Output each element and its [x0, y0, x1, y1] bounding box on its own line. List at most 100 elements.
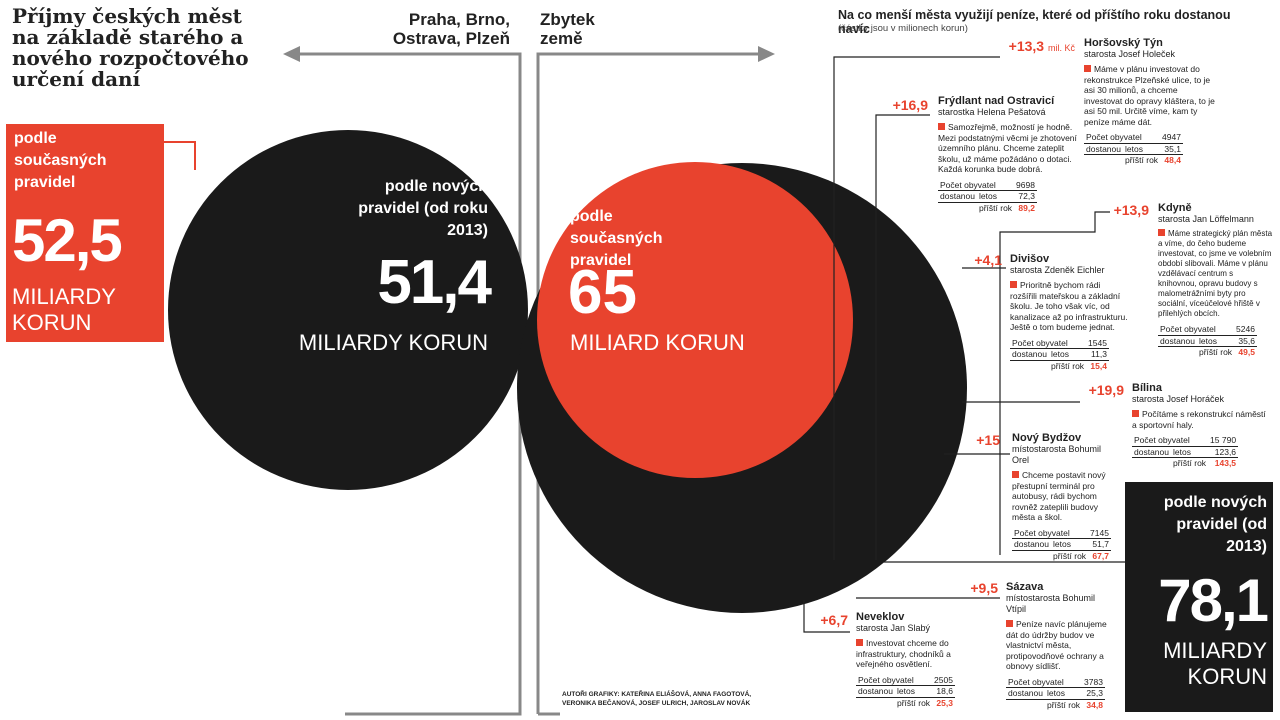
quote-text: Máme strategický plán města a víme, do č…: [1158, 229, 1273, 318]
town-quote: Počítáme s rekonstrukcí náměstí a sporto…: [1132, 409, 1270, 430]
big-cities-new-unit: MILIARDY KORUN: [298, 330, 488, 355]
population-label: Počet obyvatel: [1014, 527, 1070, 538]
this-year-label: letos: [1170, 445, 1209, 458]
towns-title: Na co menší města využijí peníze, které …: [838, 8, 1231, 36]
town-name: Frýdlant nad Ostravicí: [938, 95, 1055, 107]
town-name: Nový Bydžov: [1012, 432, 1082, 444]
this-year-value: 51,7: [1088, 538, 1111, 550]
population-label: Počet obyvatel: [1160, 324, 1216, 334]
next-year-label: příští rok: [1044, 698, 1083, 710]
town-name: Horšovský Týn: [1084, 37, 1163, 49]
town-stats: Počet obyvatel 3783 dostanou letos 25,3 pří…: [1006, 676, 1105, 710]
right-group-frame: [536, 52, 760, 714]
big-cities-new-label: podle nových pravidel (od roku 2013): [358, 178, 488, 239]
town-name: Sázava: [1006, 581, 1044, 593]
next-year-label: příští rok: [1170, 457, 1209, 469]
this-year-label: letos: [1122, 142, 1161, 155]
town-name: Neveklov: [856, 611, 905, 623]
delta-value: +13,3: [1008, 38, 1045, 54]
page-title: Příjmy českých měst na základě starého a…: [12, 4, 249, 91]
population-label: Počet obyvatel: [1086, 132, 1142, 142]
receive-label: dostanou: [1132, 445, 1171, 458]
town-role: místostarosta Bohumil Orel: [1012, 444, 1102, 465]
next-year-value: 89,2: [1014, 201, 1037, 213]
population-label: Počet obyvatel: [1012, 337, 1068, 348]
town-role: starosta Jan Slabý: [856, 623, 931, 633]
town-name: Bílina: [1132, 382, 1162, 394]
this-year-value: 35,6: [1234, 334, 1257, 347]
next-year-value: 15,4: [1086, 359, 1109, 371]
big-cities-new-circle: [168, 130, 528, 490]
quote-marker-icon: [1132, 410, 1139, 417]
receive-label: dostanou: [1010, 348, 1049, 360]
left-arrow-head: [283, 46, 300, 62]
town-stats: Počet obyvatel 5246 dostanou letos 35,6 pří…: [1158, 324, 1257, 358]
connector-frydlant: [875, 114, 930, 560]
big-cities-new-value: 51,4: [377, 248, 492, 317]
receive-label: dostanou: [1006, 687, 1045, 699]
town-role: starosta Zdeněk Eichler: [1010, 265, 1105, 275]
big-cities-current-box: podle současných pravidel 52,5 MILIARDY …: [6, 124, 164, 342]
quote-text: Chceme postavit nový přestupní terminál …: [1012, 470, 1106, 522]
rest-current-value: 65: [568, 258, 637, 327]
town-role: starosta Josef Holeček: [1084, 49, 1176, 59]
town-card-neveklov: Neveklov starosta Jan Slabý Investovat c…: [856, 612, 968, 708]
town-role: starosta Josef Horáček: [1132, 394, 1225, 404]
delta-unit: mil. Kč: [1048, 43, 1075, 53]
connector-neveklov: [803, 600, 850, 633]
this-year-label: letos: [1050, 538, 1089, 550]
next-year-value: 49,5: [1234, 346, 1257, 358]
this-year-value: 123,6: [1208, 445, 1239, 458]
delta-horsovsky-tyn: +13,3 mil. Kč: [985, 38, 1075, 54]
receive-label: dostanou: [1084, 142, 1123, 155]
delta-novy-bydzov: +15: [976, 432, 1000, 448]
this-year-value: 35,1: [1160, 142, 1183, 155]
towns-note: (částky jsou v milionech korun): [838, 23, 968, 34]
town-card-divisov: Divišov starosta Zdeněk Eichler Prioritn…: [1010, 254, 1128, 371]
quote-marker-icon: [1006, 620, 1013, 627]
population-value: 4947: [1162, 132, 1181, 142]
rest-new-label: podle nových pravidel (od 2013): [1163, 494, 1267, 555]
big-cities-current-connector: [160, 141, 196, 170]
population-label: Počet obyvatel: [858, 674, 914, 685]
town-quote: Chceme postavit nový přestupní terminál …: [1012, 470, 1116, 523]
this-year-label: letos: [976, 190, 1015, 202]
town-quote: Samozřejmě, možností je hodně. Mezi pods…: [938, 122, 1078, 175]
next-year-value: 25,3: [932, 696, 955, 708]
right-arrow-head: [758, 46, 775, 62]
receive-label: dostanou: [938, 190, 977, 202]
town-card-bilina: Bílina starosta Josef Horáček Počítáme s…: [1132, 383, 1270, 469]
population-value: 3783: [1084, 676, 1103, 687]
next-year-value: 34,8: [1082, 698, 1105, 710]
rest-new-unit: MILIARDY KORUN: [1163, 638, 1267, 689]
quote-text: Investovat chceme do infrastruktury, cho…: [856, 638, 951, 669]
receive-label: dostanou: [1012, 538, 1051, 550]
quote-marker-icon: [1084, 65, 1091, 72]
town-card-novy-bydzov: Nový Bydžov místostarosta Bohumil Orel C…: [1012, 433, 1116, 561]
delta-neveklov: +6,7: [820, 612, 848, 628]
receive-label: dostanou: [856, 685, 895, 697]
this-year-value: 72,3: [1014, 190, 1037, 202]
town-connectors: [803, 56, 1125, 633]
delta-bilina: +19,9: [1088, 382, 1124, 398]
quote-text: Počítáme s rekonstrukcí náměstí a sporto…: [1132, 409, 1266, 430]
delta-kdyne: +13,9: [1113, 202, 1149, 218]
town-name: Divišov: [1010, 253, 1050, 265]
rest-new-box: podle nových pravidel (od 2013) 78,1 MIL…: [1125, 482, 1273, 712]
population-value: 1545: [1088, 337, 1107, 348]
big-cities-current-value: 52,5: [12, 207, 123, 274]
population-value: 5246: [1236, 324, 1255, 334]
town-quote: Máme v plánu investovat do rekonstrukce …: [1084, 64, 1218, 127]
graphics-credit: AUTOŘI GRAFIKY: KATEŘINA ELIÁŠOVÁ, ANNA …: [562, 691, 752, 707]
next-year-label: příští rok: [1048, 359, 1087, 371]
quote-marker-icon: [938, 123, 945, 130]
next-year-value: 143,5: [1208, 457, 1239, 469]
next-year-label: příští rok: [894, 696, 933, 708]
next-year-label: příští rok: [1050, 549, 1089, 561]
next-year-label: příští rok: [1122, 154, 1161, 166]
population-value: 2505: [934, 674, 953, 685]
quote-text: Máme v plánu investovat do rekonstrukce …: [1084, 64, 1215, 127]
town-name: Kdyně: [1158, 202, 1192, 214]
quote-marker-icon: [1012, 471, 1019, 478]
